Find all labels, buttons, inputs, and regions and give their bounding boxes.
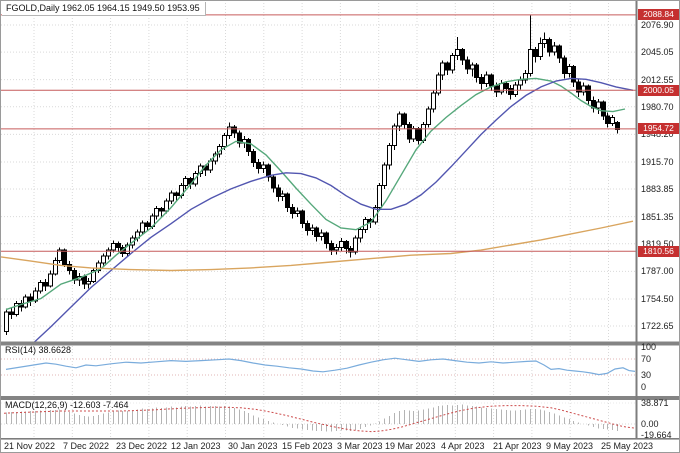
macd-scale-label: 38.871 [641, 398, 669, 408]
price-tick-label: 1787.00 [641, 266, 674, 277]
rsi-scale-label: 70 [641, 354, 652, 364]
date-tick-label: 4 Apr 2023 [441, 441, 485, 451]
price-axis-line [635, 1, 638, 439]
price-level-badge: 2088.84 [638, 9, 679, 21]
price-tick-label: 1851.35 [641, 211, 674, 222]
date-tick-label: 9 May 2023 [546, 441, 594, 451]
price-tick-label: 2076.90 [641, 20, 674, 30]
macd-panel-separator[interactable] [1, 396, 680, 400]
date-tick-label: 21 Nov 2022 [4, 441, 56, 451]
candlesticks [4, 15, 620, 336]
macd-indicator-label: MACD(12,26,9) -12.603 -7.464 [5, 400, 129, 410]
symbol-title: FGOLD,Daily 1962.05 1964.15 1949.50 1953… [2, 2, 206, 16]
rsi-scale-label: 30 [641, 370, 652, 380]
price-tick-label: 2012.55 [641, 74, 674, 85]
fast-ma-line [5, 77, 626, 311]
date-axis-line [1, 438, 679, 440]
date-tick-label: 12 Jan 2023 [171, 441, 221, 451]
date-tick-label: 3 Mar 2023 [337, 441, 383, 451]
slow-ma-line [1, 220, 634, 272]
macd-scale-label: -19.664 [641, 429, 672, 440]
date-tick-label: 15 Feb 2023 [282, 441, 333, 451]
price-level-badge: 1954.72 [638, 123, 679, 135]
price-tick-label: 1754.50 [641, 293, 674, 304]
date-tick-label: 7 Dec 2022 [63, 441, 110, 451]
date-tick-label: 19 Mar 2023 [385, 441, 436, 451]
mid-ma-line [30, 77, 634, 346]
macd-scale-label: 0.00 [641, 419, 659, 429]
price-tick-label: 1915.70 [641, 156, 674, 167]
date-tick-label: 25 May 2023 [601, 441, 654, 451]
price-tick-label: 1819.50 [641, 238, 674, 249]
date-tick-label: 30 Jan 2023 [228, 441, 278, 451]
rsi-scale-label: 100 [641, 342, 657, 352]
price-tick-label: 1980.70 [641, 101, 674, 112]
price-tick-label: 1883.85 [641, 184, 674, 195]
rsi-line [5, 357, 636, 376]
price-tick-label: 1722.65 [641, 321, 674, 331]
price-tick-label: 2045.05 [641, 47, 674, 58]
price-level-badge: 1810.56 [638, 245, 679, 257]
macd-histogram [6, 404, 618, 432]
date-tick-label: 21 Apr 2023 [493, 441, 542, 451]
rsi-panel-separator[interactable] [1, 341, 680, 346]
macd-signal-line [3, 405, 636, 433]
price-tick-label: 1948.20 [641, 129, 674, 140]
date-tick-label: 23 Dec 2022 [116, 441, 168, 451]
price-level-badge: 2000.05 [638, 84, 679, 96]
rsi-indicator-label: RSI(14) 38.6628 [5, 345, 72, 355]
rsi-scale-label: 0 [641, 382, 647, 392]
